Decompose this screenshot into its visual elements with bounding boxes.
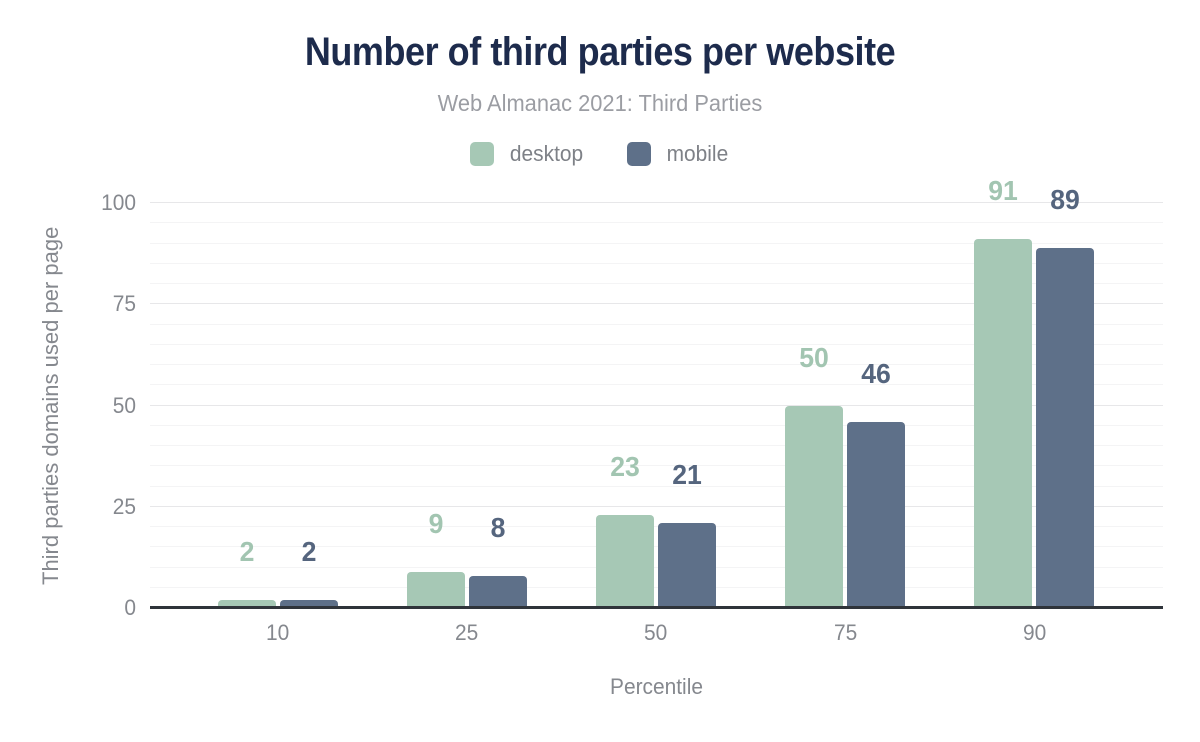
x-tick-label-50: 50	[644, 620, 668, 645]
gridline-50	[150, 404, 1163, 406]
x-axis-line	[150, 606, 1163, 609]
gridline-25	[150, 505, 1163, 507]
bars-row: 2 2 9 8 23 21 50 46 91 89	[183, 177, 1129, 608]
gridline-30	[150, 485, 1163, 487]
gridline-95	[150, 222, 1163, 224]
x-axis-title: Percentile	[610, 674, 703, 699]
bar-value-label-mobile-p90: 89	[1050, 183, 1081, 215]
y-tick-label-100: 100	[101, 190, 136, 215]
bar-value-label-mobile-p75: 46	[861, 357, 892, 389]
y-tick-label-0: 0	[124, 595, 136, 620]
bar-mobile-p50[interactable]: 21	[658, 460, 716, 608]
bar-value-label-desktop-p90: 91	[988, 175, 1019, 207]
legend-swatch-mobile	[627, 142, 652, 166]
y-tick-label-50: 50	[112, 392, 136, 418]
gridline-85	[150, 262, 1163, 264]
bar-value-label-desktop-p75: 50	[799, 341, 830, 373]
bar-group-75: 50 46	[751, 203, 940, 608]
legend-label-mobile: mobile	[666, 141, 729, 166]
plot-area: 2 2 9 8 23 21 50 46 91 89 10 25 50 75 90 Percentile 0…	[101, 177, 1163, 699]
gridline-5	[150, 586, 1163, 588]
bar-value-label-mobile-p25: 8	[490, 511, 506, 543]
x-tick-label-25: 25	[455, 620, 479, 645]
bar-value-label-mobile-p10: 2	[301, 535, 316, 567]
bar-mobile-p25[interactable]: 8	[468, 513, 527, 608]
bar-desktop-p90[interactable]: 91	[974, 177, 1033, 608]
legend-item-desktop[interactable]: desktop	[470, 141, 585, 167]
gridline-10	[150, 566, 1163, 568]
gridline-65	[150, 343, 1163, 345]
gridline-80	[150, 283, 1163, 284]
x-tick-label-10: 10	[265, 620, 290, 645]
gridline-90	[150, 242, 1163, 244]
gridline-35	[150, 465, 1163, 467]
y-tick-label-75: 75	[112, 291, 136, 317]
bar-mobile-p90[interactable]: 89	[1036, 185, 1095, 608]
gridline-55	[150, 384, 1163, 386]
gridline-15	[150, 546, 1163, 548]
legend: desktop mobile	[0, 141, 1200, 167]
bar-group-90: 91 89	[940, 177, 1129, 608]
y-tick-label-25: 25	[112, 493, 136, 519]
bar-group-50: 23 21	[561, 203, 750, 608]
gridline-60	[150, 364, 1163, 365]
gridline-40	[150, 445, 1163, 446]
bar-mobile-p10[interactable]: 2	[279, 537, 338, 608]
x-axis-ticks: 10 25 50 75 90	[183, 620, 1129, 646]
gridline-20	[150, 526, 1163, 527]
gridline-75	[150, 303, 1163, 305]
bar-desktop-p25[interactable]: 9	[406, 509, 465, 608]
gridline-100	[150, 202, 1163, 203]
gridline-70	[150, 323, 1163, 325]
chart-title: Number of third parties per website	[304, 30, 896, 74]
bar-value-label-desktop-p25: 9	[428, 507, 444, 539]
x-tick-label-90: 90	[1022, 620, 1047, 645]
bar-value-label-desktop-p10: 2	[239, 535, 254, 567]
bar-value-label-mobile-p50: 21	[672, 458, 702, 490]
bar-desktop-p50[interactable]: 23	[596, 452, 654, 608]
bar-mobile-p75[interactable]: 46	[847, 359, 906, 608]
chart-subtitle: Web Almanac 2021: Third Parties	[437, 90, 763, 116]
legend-item-mobile[interactable]: mobile	[627, 141, 730, 167]
bar-value-label-desktop-p50: 23	[610, 450, 640, 482]
legend-swatch-desktop	[470, 142, 495, 166]
y-axis-title: Third parties domains used per page	[38, 226, 63, 585]
bar-desktop-p75[interactable]: 50	[785, 343, 844, 608]
bar-desktop-p10[interactable]: 2	[217, 537, 276, 608]
gridline-45	[150, 424, 1163, 426]
legend-label-desktop: desktop	[509, 141, 584, 166]
x-tick-label-75: 75	[833, 620, 857, 645]
